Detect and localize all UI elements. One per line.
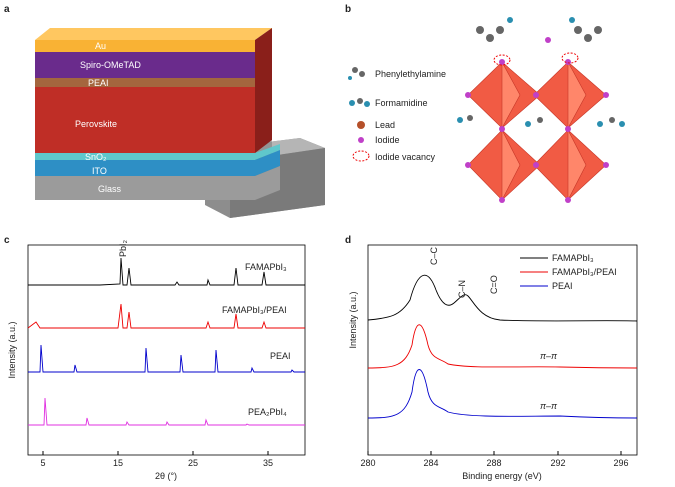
x-tick-label: 280 — [360, 458, 375, 468]
layer-label: Glass — [98, 184, 122, 194]
organic-molecules — [457, 17, 625, 127]
panel-label: b — [345, 4, 351, 15]
panel-label: c — [4, 235, 10, 246]
curve-label: π–π — [540, 401, 558, 411]
x-tick-label: 284 — [423, 458, 438, 468]
legend-label: Iodide — [375, 135, 400, 145]
device-stack — [35, 28, 325, 218]
annotation: C=O — [489, 275, 499, 294]
crystal-structure — [467, 61, 607, 201]
layer-label: ITO — [92, 166, 107, 176]
x-tick-label: 5 — [40, 458, 45, 468]
annotation: C–N — [457, 280, 467, 298]
x-tick-label: 296 — [613, 458, 628, 468]
legend-label: Phenylethylamine — [375, 69, 446, 79]
legend-label: Formamidine — [375, 98, 428, 108]
layer-label: PEAI — [88, 78, 109, 88]
curve-label: PEA₂PbI₄ — [248, 407, 287, 417]
x-axis-label: Binding energy (eV) — [462, 471, 542, 481]
x-tick-label: 15 — [113, 458, 123, 468]
legend-label: Lead — [375, 120, 395, 130]
legend-icons — [348, 67, 370, 162]
xrd-curves — [27, 257, 305, 455]
annotation: PbI₂ — [118, 239, 128, 257]
layer-label: Perovskite — [75, 119, 117, 129]
y-axis-label: Intensity (a.u.) — [348, 291, 358, 348]
legend-label: FAMAPbI₃/PEAI — [552, 267, 617, 277]
legend-label: PEAI — [552, 281, 573, 291]
panel-label: d — [345, 235, 351, 246]
x-axis-label: 2θ (°) — [155, 471, 177, 481]
plot-frame — [367, 244, 638, 456]
panel-label: a — [4, 4, 10, 15]
iodide-atoms — [465, 37, 609, 203]
x-tick-label: 35 — [263, 458, 273, 468]
annotation: C–C — [429, 246, 439, 265]
layer-label: Au — [95, 41, 106, 51]
x-tick-label: 292 — [550, 458, 565, 468]
xps-curves — [367, 257, 638, 455]
x-tick-label: 25 — [188, 458, 198, 468]
y-axis-label: Intensity (a.u.) — [7, 321, 17, 378]
curve-label: FAMAPbI₃ — [245, 262, 287, 272]
curve-label: π–π — [540, 351, 558, 361]
curve-label: FAMAPbI₃/PEAI — [222, 305, 287, 315]
legend-label: Iodide vacancy — [375, 152, 436, 162]
curve-label: PEAI — [270, 351, 291, 361]
layer-label: SnO₂ — [85, 152, 107, 162]
plot-frame — [27, 244, 306, 456]
x-tick-label: 288 — [486, 458, 501, 468]
layer-label: Spiro-OMeTAD — [80, 60, 141, 70]
legend-label: FAMAPbI₃ — [552, 253, 594, 263]
